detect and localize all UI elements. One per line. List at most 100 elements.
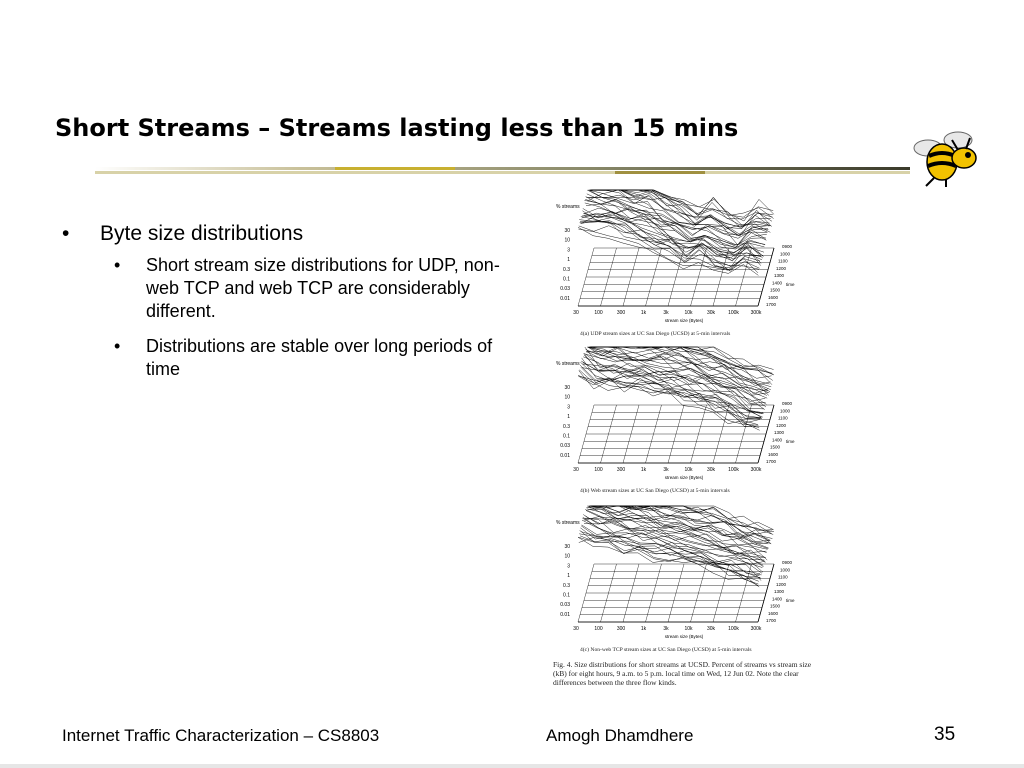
x-tick-label: 100	[594, 467, 603, 473]
surface-line	[585, 509, 766, 562]
surface-line	[589, 505, 770, 545]
surface-line	[580, 531, 761, 579]
z-tick-label: 1200	[776, 423, 787, 428]
x-tick-label: 1k	[641, 310, 647, 316]
x-tick-label: 10k	[684, 626, 693, 632]
slide-title: Short Streams – Streams lasting less tha…	[55, 114, 739, 142]
z-tick-label: 1500	[770, 288, 781, 293]
x-tick-label: 10k	[684, 310, 693, 316]
surface-line	[589, 189, 770, 235]
surface-line	[581, 212, 762, 261]
z-tick-label: 1100	[778, 416, 788, 421]
z-tick-label: 1000	[780, 567, 791, 572]
y-tick-label: 0.03	[560, 602, 570, 608]
sub-bullet-dot: •	[114, 336, 121, 356]
y-tick-label: 3	[567, 563, 570, 569]
surface-line	[586, 508, 767, 553]
z-tick-label: 1500	[770, 604, 781, 609]
z-axis-label: time (HHMM)	[786, 439, 796, 444]
x-tick-label: 300	[617, 467, 626, 473]
surface-line	[579, 369, 760, 428]
surface-lines	[577, 505, 775, 588]
surface-line	[583, 212, 764, 260]
y-tick-label: 1	[567, 573, 570, 579]
surface-line	[582, 208, 763, 259]
surface-line	[578, 375, 759, 426]
surface-line	[583, 517, 764, 567]
x-tick-label: 30k	[707, 467, 716, 473]
z-tick-label: 1600	[768, 611, 779, 616]
surface-line	[585, 353, 766, 402]
y-tick-label: 0.01	[560, 453, 570, 459]
title-underline	[95, 167, 910, 174]
z-tick-label: 1600	[768, 295, 779, 300]
x-tick-label: 100k	[728, 626, 739, 632]
x-tick-label: 30k	[707, 626, 716, 632]
surface-line	[579, 219, 760, 268]
surface-line	[577, 374, 759, 425]
surface-line	[579, 220, 760, 271]
bullet-main: • Byte size distributions	[62, 220, 502, 248]
surface-line	[580, 366, 761, 419]
surface-line	[582, 517, 763, 573]
surface-line	[581, 367, 763, 419]
surface-line	[580, 215, 761, 272]
figure-nonweb-tcp-stream-sizes: % streams 30 10 3 1 0.3 0.1 0.03 0.01 30 100 300 1k 3…	[546, 502, 796, 654]
surface-line	[583, 356, 764, 413]
surface-line	[577, 537, 759, 586]
x-tick-label: 300k	[751, 626, 762, 632]
surface-line	[588, 346, 769, 395]
bullet-dot: •	[62, 222, 70, 245]
surface-line	[588, 346, 769, 396]
z-axis-label: time (HHMM)	[786, 282, 796, 287]
y-tick-label: 0.3	[563, 267, 570, 273]
surface-line	[590, 505, 771, 542]
surface-line	[584, 200, 765, 248]
surface-lines	[577, 189, 775, 276]
z-tick-label: 1700	[766, 302, 777, 307]
sub-bullet-text: Distributions are stable over long perio…	[146, 336, 493, 379]
surface-lines	[577, 346, 775, 431]
sub-bullet-dot: •	[114, 255, 121, 275]
y-tick-label: 30	[564, 385, 570, 391]
z-tick-label: 0900	[782, 560, 793, 565]
footer-author: Amogh Dhamdhere	[546, 726, 694, 745]
x-tick-label: 300	[617, 310, 626, 316]
z-tick-label: 0900	[782, 401, 793, 406]
x-tick-label: 30k	[707, 310, 716, 316]
y-tick-label: 10	[564, 395, 570, 401]
surface-line	[587, 346, 769, 391]
x-tick-label: 100	[594, 310, 603, 316]
x-axis-label: stream size (Bytes)	[665, 475, 704, 480]
surface-line	[594, 189, 775, 222]
figure-subcaption: 4(a) UDP stream sizes at UC San Diego (U…	[580, 330, 730, 337]
surface-line	[583, 354, 765, 410]
surface-line	[587, 508, 768, 550]
surface-line	[578, 536, 759, 585]
surface-line	[585, 350, 767, 408]
z-tick-label: 1600	[768, 452, 779, 457]
sub-bullet-text: Short stream size distributions for UDP,…	[146, 255, 500, 321]
x-tick-label: 300k	[751, 467, 762, 473]
surface-line	[586, 196, 767, 247]
x-tick-label: 30	[573, 467, 579, 473]
y-axis-label: % streams	[556, 361, 580, 367]
figure-caption: Fig. 4. Size distributions for short str…	[553, 660, 812, 687]
figure-subcaption: 4(c) Non-web TCP stream sizes at UC San …	[580, 646, 752, 653]
y-tick-label: 0.03	[560, 286, 570, 292]
y-tick-label: 0.3	[563, 583, 570, 589]
surface-line	[578, 225, 759, 270]
y-tick-label: 3	[567, 247, 570, 253]
x-tick-label: 300k	[751, 310, 762, 316]
footer-course: Internet Traffic Characterization – CS88…	[62, 726, 380, 745]
x-tick-label: 100k	[728, 467, 739, 473]
z-axis-line	[757, 563, 775, 623]
surface-line	[592, 346, 773, 381]
y-tick-label: 0.3	[563, 424, 570, 430]
yellow-jacket-mascot-logo	[913, 131, 977, 187]
z-tick-label: 1100	[778, 575, 788, 580]
z-tick-label: 1700	[766, 459, 777, 464]
z-tick-label: 1400	[772, 596, 783, 601]
z-tick-label: 1100	[778, 259, 788, 264]
surface-line	[588, 189, 769, 236]
